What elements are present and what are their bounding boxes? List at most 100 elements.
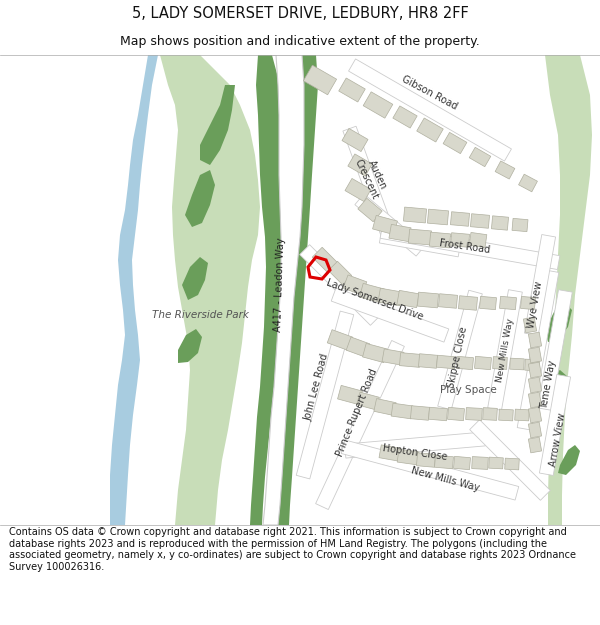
- Polygon shape: [443, 132, 467, 154]
- Polygon shape: [427, 209, 449, 225]
- Text: Frost Road: Frost Road: [439, 239, 491, 256]
- Polygon shape: [439, 294, 458, 308]
- Polygon shape: [437, 355, 455, 369]
- Polygon shape: [378, 288, 402, 306]
- Polygon shape: [342, 129, 368, 151]
- Polygon shape: [529, 407, 542, 423]
- Polygon shape: [182, 257, 208, 300]
- Polygon shape: [348, 154, 372, 176]
- Polygon shape: [417, 118, 443, 142]
- Polygon shape: [263, 55, 304, 525]
- Polygon shape: [373, 216, 397, 234]
- Polygon shape: [374, 399, 396, 416]
- Polygon shape: [327, 329, 353, 351]
- Polygon shape: [525, 359, 539, 371]
- Polygon shape: [391, 403, 413, 419]
- Polygon shape: [178, 329, 202, 363]
- Polygon shape: [316, 341, 404, 509]
- Text: The Riverside Park: The Riverside Park: [152, 310, 248, 320]
- Text: Wye View: Wye View: [526, 281, 544, 329]
- Polygon shape: [482, 408, 497, 421]
- Polygon shape: [457, 356, 473, 369]
- Polygon shape: [545, 303, 572, 342]
- Polygon shape: [458, 296, 478, 310]
- Polygon shape: [512, 218, 528, 232]
- Polygon shape: [339, 78, 365, 102]
- Polygon shape: [409, 229, 431, 245]
- Polygon shape: [538, 290, 572, 410]
- Polygon shape: [403, 207, 427, 223]
- Text: Lady Somerset Drive: Lady Somerset Drive: [325, 278, 425, 322]
- Polygon shape: [529, 347, 542, 363]
- Polygon shape: [472, 457, 488, 469]
- Polygon shape: [488, 290, 523, 410]
- Text: Hopton Close: Hopton Close: [382, 444, 448, 462]
- Polygon shape: [523, 317, 536, 333]
- Polygon shape: [344, 432, 485, 458]
- Polygon shape: [505, 458, 519, 470]
- Polygon shape: [529, 377, 542, 393]
- Text: A417 - Leadon Way: A417 - Leadon Way: [274, 238, 287, 332]
- Polygon shape: [438, 290, 482, 410]
- Polygon shape: [521, 296, 535, 309]
- Polygon shape: [469, 232, 487, 248]
- Polygon shape: [278, 55, 318, 525]
- Polygon shape: [389, 224, 411, 242]
- Polygon shape: [491, 216, 509, 230]
- Polygon shape: [529, 332, 542, 348]
- Polygon shape: [469, 148, 491, 167]
- Polygon shape: [0, 55, 160, 525]
- Polygon shape: [158, 55, 260, 525]
- Polygon shape: [493, 357, 508, 369]
- Text: Prince Rupert Road: Prince Rupert Road: [335, 368, 379, 458]
- Polygon shape: [451, 212, 470, 226]
- Polygon shape: [430, 232, 451, 248]
- Polygon shape: [524, 234, 556, 336]
- Polygon shape: [499, 409, 513, 421]
- Polygon shape: [341, 440, 519, 500]
- Polygon shape: [299, 245, 380, 325]
- Polygon shape: [328, 261, 352, 284]
- Text: Map shows position and indicative extent of the property.: Map shows position and indicative extent…: [120, 35, 480, 48]
- Polygon shape: [529, 362, 542, 378]
- Text: Teme Way: Teme Way: [539, 360, 557, 410]
- Polygon shape: [454, 456, 470, 469]
- Text: Auden
Crescent: Auden Crescent: [353, 153, 391, 201]
- Text: Skippe Close: Skippe Close: [446, 326, 469, 389]
- Polygon shape: [470, 214, 490, 228]
- Polygon shape: [358, 198, 382, 222]
- Polygon shape: [359, 283, 385, 302]
- Polygon shape: [410, 406, 430, 420]
- Polygon shape: [343, 126, 397, 244]
- Polygon shape: [529, 392, 542, 408]
- Polygon shape: [397, 291, 419, 308]
- Polygon shape: [185, 170, 215, 227]
- Polygon shape: [349, 59, 511, 161]
- Text: Contains OS data © Crown copyright and database right 2021. This information is : Contains OS data © Crown copyright and d…: [9, 527, 576, 572]
- Polygon shape: [393, 106, 417, 128]
- Polygon shape: [479, 296, 496, 309]
- Polygon shape: [304, 65, 337, 95]
- Polygon shape: [542, 370, 568, 407]
- Polygon shape: [529, 437, 542, 453]
- Polygon shape: [466, 408, 482, 421]
- Polygon shape: [110, 55, 158, 525]
- Polygon shape: [470, 420, 550, 500]
- Polygon shape: [475, 356, 491, 369]
- Polygon shape: [515, 409, 529, 421]
- Polygon shape: [529, 422, 542, 438]
- Polygon shape: [500, 296, 517, 309]
- Polygon shape: [296, 311, 354, 479]
- Polygon shape: [451, 232, 470, 248]
- Polygon shape: [250, 55, 292, 525]
- Polygon shape: [343, 275, 367, 295]
- Polygon shape: [355, 194, 425, 256]
- Polygon shape: [428, 408, 448, 421]
- Polygon shape: [380, 224, 560, 269]
- Text: Gibson Road: Gibson Road: [401, 74, 460, 112]
- Polygon shape: [382, 349, 404, 365]
- Polygon shape: [346, 337, 370, 357]
- Polygon shape: [362, 343, 388, 362]
- Polygon shape: [495, 161, 515, 179]
- Polygon shape: [517, 270, 559, 430]
